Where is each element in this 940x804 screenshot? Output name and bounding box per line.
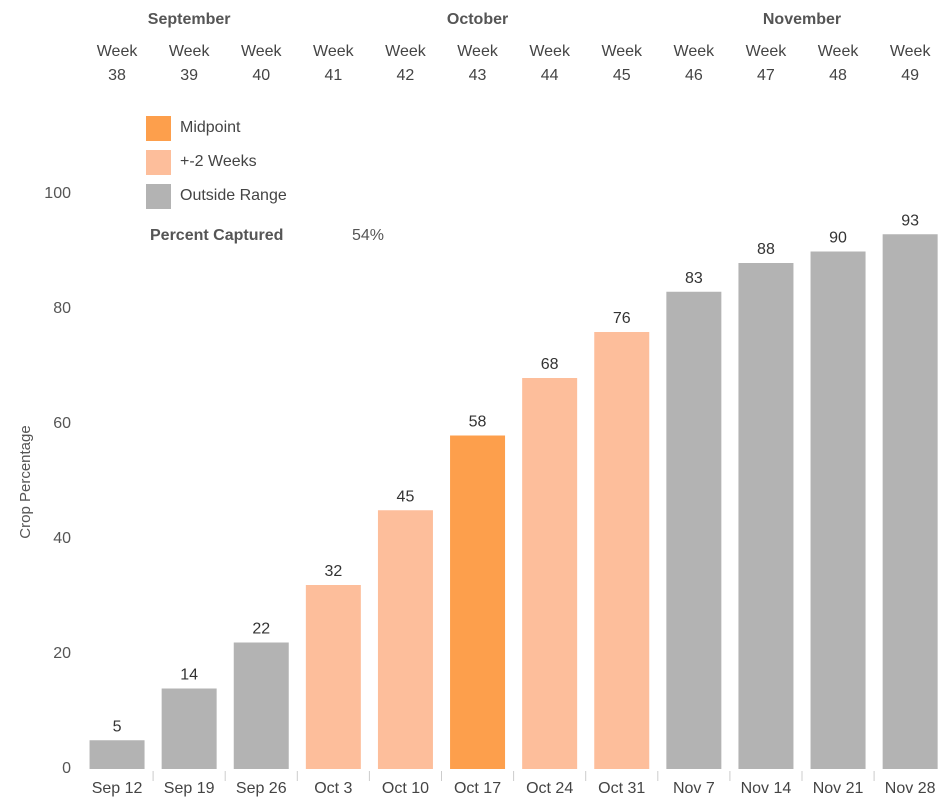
x-tick-label: Oct 3	[314, 780, 352, 797]
legend-label: +-2 Weeks	[180, 153, 257, 170]
x-tick-label: Sep 26	[236, 780, 287, 797]
value-label: 32	[324, 563, 342, 580]
bar	[666, 291, 722, 769]
annotation-value: 54%	[352, 227, 384, 244]
bar	[305, 585, 361, 769]
bar	[233, 642, 289, 769]
week-label: Week 49	[889, 43, 931, 84]
annotation-label: Percent Captured	[150, 227, 283, 244]
week-label: Week 47	[745, 43, 787, 84]
week-label: Week 43	[457, 43, 498, 84]
value-label: 68	[541, 356, 559, 373]
x-tick-label: Oct 10	[382, 780, 429, 797]
y-axis-label: Crop Percentage	[17, 425, 34, 538]
week-label: Week 44	[529, 43, 570, 84]
bar	[89, 740, 145, 769]
week-label: Week 46	[673, 43, 715, 84]
bar	[161, 688, 217, 769]
legend-label: Midpoint	[180, 119, 241, 136]
x-tick-label: Oct 31	[598, 780, 645, 797]
y-tick-label: 0	[62, 760, 71, 777]
y-tick-label: 100	[44, 185, 71, 202]
x-tick-label: Sep 19	[164, 780, 215, 797]
legend-swatch	[146, 150, 171, 175]
week-label: Week 45	[601, 43, 643, 84]
x-tick-label: Oct 24	[526, 780, 573, 797]
bar	[450, 435, 506, 769]
y-tick-label: 20	[53, 645, 71, 662]
value-label: 14	[180, 667, 198, 684]
value-label: 90	[829, 230, 847, 247]
y-tick-label: 80	[53, 300, 71, 317]
month-label: November	[763, 11, 841, 28]
week-label: Week 48	[817, 43, 859, 84]
x-tick-label: Sep 12	[92, 780, 143, 797]
week-label: Week 39	[168, 43, 210, 84]
legend-swatch	[146, 184, 171, 209]
y-tick-label: 60	[53, 415, 71, 432]
week-label: Week 40	[240, 43, 282, 84]
value-label: 45	[397, 488, 415, 505]
week-label: Week 41	[313, 43, 354, 84]
week-label: Week 38	[96, 43, 138, 84]
bar	[522, 378, 578, 769]
x-tick-label: Nov 21	[813, 780, 864, 797]
bar	[882, 234, 938, 769]
legend-swatch	[146, 116, 171, 141]
value-label: 5	[113, 718, 122, 735]
week-label: Week 42	[385, 43, 426, 84]
y-tick-label: 40	[53, 530, 71, 547]
month-label: October	[447, 11, 508, 28]
bar	[738, 263, 794, 769]
value-label: 58	[469, 414, 487, 431]
x-tick-label: Nov 28	[885, 780, 936, 797]
bar	[810, 251, 866, 769]
month-label: September	[148, 11, 231, 28]
value-label: 83	[685, 270, 703, 287]
x-tick-label: Nov 14	[741, 780, 792, 797]
bar	[377, 510, 433, 769]
value-label: 22	[252, 621, 270, 638]
value-label: 88	[757, 241, 775, 258]
x-tick-label: Nov 7	[673, 780, 715, 797]
value-label: 76	[613, 310, 631, 327]
x-tick-label: Oct 17	[454, 780, 501, 797]
value-label: 93	[901, 212, 919, 229]
bar	[594, 332, 650, 769]
legend-label: Outside Range	[180, 187, 287, 204]
